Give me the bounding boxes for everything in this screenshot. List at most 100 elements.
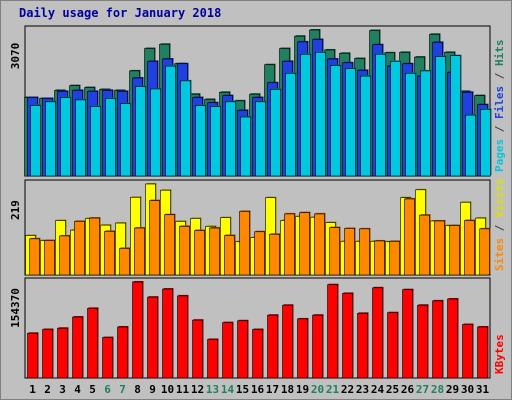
x-tick-label: 3 bbox=[59, 383, 66, 396]
bar-sites-day-17 bbox=[269, 233, 280, 276]
bar-pages-day-18 bbox=[285, 72, 296, 177]
bar-sites-day-29 bbox=[449, 225, 460, 276]
bar-kbytes-day-4 bbox=[72, 316, 83, 379]
x-tick-label: 19 bbox=[296, 383, 309, 396]
bar-pages-day-24 bbox=[375, 53, 386, 177]
x-tick-label: 25 bbox=[386, 383, 399, 396]
bar-sites-day-11 bbox=[179, 226, 190, 276]
bar-sites-day-16 bbox=[254, 231, 265, 276]
bar-kbytes-day-15 bbox=[237, 320, 248, 379]
bar-pages-day-3 bbox=[60, 97, 71, 177]
bar-kbytes-day-21 bbox=[327, 284, 338, 379]
bar-kbytes-day-30 bbox=[462, 324, 473, 379]
bar-sites-day-21 bbox=[329, 227, 340, 276]
bar-pages-day-8 bbox=[135, 86, 146, 177]
bar-pages-day-6 bbox=[105, 98, 116, 177]
bar-pages-day-23 bbox=[360, 75, 371, 177]
bar-sites-day-1 bbox=[29, 238, 40, 276]
x-tick-label: 28 bbox=[431, 383, 444, 396]
bar-kbytes-day-10 bbox=[162, 288, 173, 379]
bar-kbytes-day-7 bbox=[117, 326, 128, 379]
bar-kbytes-day-14 bbox=[222, 322, 233, 379]
bar-pages-day-17 bbox=[270, 89, 281, 177]
x-tick-label: 31 bbox=[476, 383, 490, 396]
x-tick-label: 27 bbox=[416, 383, 429, 396]
bar-pages-day-29 bbox=[450, 55, 461, 177]
x-tick-label: 8 bbox=[134, 383, 141, 396]
x-tick-label: 1 bbox=[29, 383, 36, 396]
bar-pages-day-30 bbox=[465, 114, 476, 177]
bar-pages-day-22 bbox=[345, 68, 356, 177]
panel-2-max-label: 219 bbox=[9, 200, 22, 220]
bar-sites-day-10 bbox=[164, 214, 175, 276]
legend-part-4: / bbox=[493, 66, 506, 86]
bar-kbytes-day-20 bbox=[312, 314, 323, 379]
bar-pages-day-5 bbox=[90, 106, 101, 177]
legend-part-1: Sites bbox=[493, 238, 506, 271]
bar-sites-day-22 bbox=[344, 228, 355, 276]
panel-3-max-label: 154370 bbox=[9, 288, 22, 328]
legend-part-1: Pages bbox=[493, 139, 506, 172]
bar-pages-day-25 bbox=[390, 61, 401, 177]
bar-kbytes-day-2 bbox=[42, 329, 53, 379]
x-tick-label: 23 bbox=[356, 383, 369, 396]
panel-3-legend: KBytes bbox=[493, 334, 506, 374]
bar-sites-day-14 bbox=[224, 235, 235, 276]
legend-part-2: / bbox=[493, 218, 506, 238]
bar-pages-day-2 bbox=[45, 101, 56, 177]
bar-sites-day-4 bbox=[74, 221, 85, 276]
bar-sites-day-7 bbox=[119, 248, 130, 276]
bar-pages-day-12 bbox=[195, 105, 206, 177]
bar-sites-day-9 bbox=[149, 200, 160, 276]
x-tick-label: 10 bbox=[161, 383, 174, 396]
bar-sites-day-20 bbox=[314, 213, 325, 276]
bar-pages-day-1 bbox=[30, 105, 41, 177]
x-tick-label: 20 bbox=[311, 383, 324, 396]
x-tick-label: 16 bbox=[251, 383, 265, 396]
bar-sites-day-3 bbox=[59, 235, 70, 276]
bar-sites-day-28 bbox=[434, 220, 445, 276]
x-tick-label: 2 bbox=[44, 383, 51, 396]
bar-sites-day-15 bbox=[239, 211, 250, 276]
panel-1-max-label: 3070 bbox=[9, 43, 22, 70]
bar-pages-day-26 bbox=[405, 72, 416, 177]
legend-part-5: Hits bbox=[493, 40, 506, 67]
bar-kbytes-day-16 bbox=[252, 329, 263, 379]
bar-kbytes-day-9 bbox=[147, 296, 158, 379]
bar-kbytes-day-3 bbox=[57, 327, 68, 379]
bar-kbytes-day-24 bbox=[372, 287, 383, 379]
panel-1: 3070 Pages / Files / Hits bbox=[9, 25, 506, 177]
x-tick-label: 7 bbox=[119, 383, 126, 396]
x-tick-label: 11 bbox=[176, 383, 190, 396]
legend-part-2: / bbox=[493, 119, 506, 139]
bar-kbytes-day-31 bbox=[477, 326, 488, 379]
bar-sites-day-30 bbox=[464, 220, 475, 276]
bar-pages-day-7 bbox=[120, 103, 131, 177]
x-tick-label: 13 bbox=[206, 383, 219, 396]
x-tick-label: 24 bbox=[371, 383, 385, 396]
bar-kbytes-day-17 bbox=[267, 314, 278, 379]
bar-kbytes-day-8 bbox=[132, 281, 143, 379]
bar-pages-day-16 bbox=[255, 101, 266, 177]
bar-kbytes-day-1 bbox=[27, 332, 38, 379]
bar-kbytes-day-5 bbox=[87, 308, 98, 379]
panel-2-legend: Sites / Visits bbox=[493, 178, 506, 271]
x-tick-label: 21 bbox=[326, 383, 340, 396]
bar-kbytes-day-23 bbox=[357, 313, 368, 379]
x-tick-label: 6 bbox=[104, 383, 111, 396]
bar-kbytes-day-12 bbox=[192, 319, 203, 379]
bar-sites-day-23 bbox=[359, 228, 370, 276]
x-tick-label: 22 bbox=[341, 383, 354, 396]
bar-kbytes-day-19 bbox=[297, 318, 308, 379]
legend-part-1: KBytes bbox=[493, 334, 506, 374]
bar-kbytes-day-18 bbox=[282, 304, 293, 379]
bar-sites-day-12 bbox=[194, 230, 205, 276]
bar-kbytes-day-28 bbox=[432, 300, 443, 379]
x-tick-label: 30 bbox=[461, 383, 474, 396]
bar-pages-day-20 bbox=[315, 52, 326, 177]
bar-pages-day-10 bbox=[165, 65, 176, 177]
bar-sites-day-6 bbox=[104, 231, 115, 276]
bar-kbytes-day-29 bbox=[447, 298, 458, 379]
x-tick-label: 15 bbox=[236, 383, 249, 396]
bar-kbytes-day-26 bbox=[402, 289, 413, 379]
